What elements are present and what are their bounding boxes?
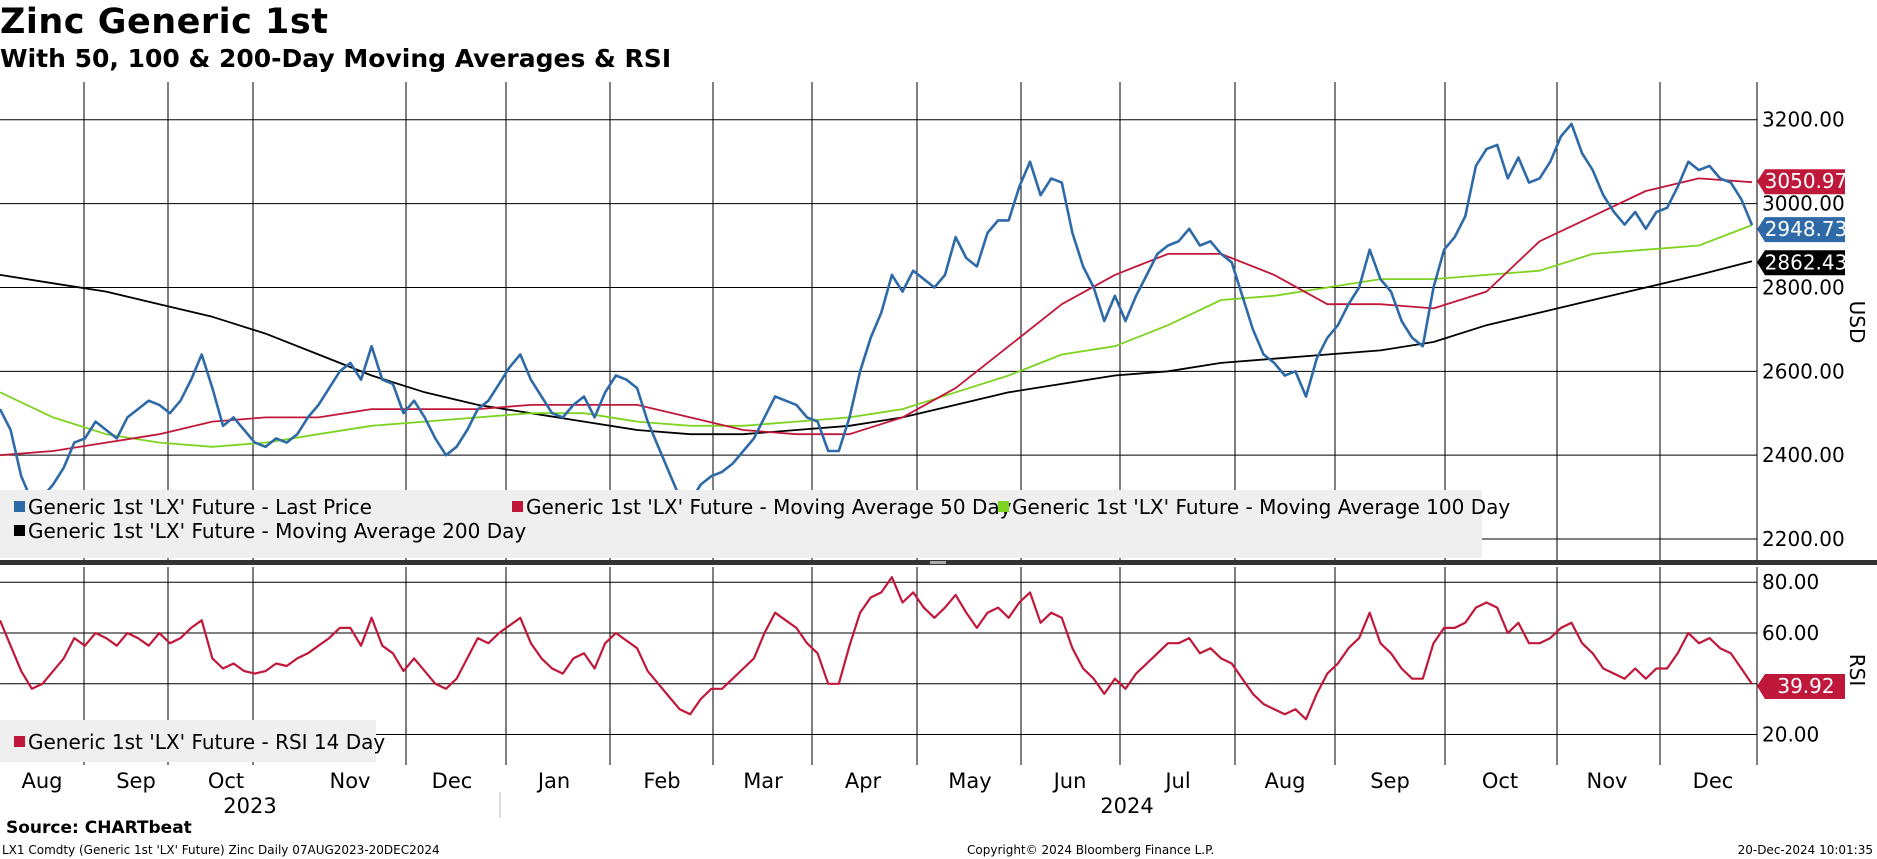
ma50-last-badge-text: 3050.97 bbox=[1765, 169, 1848, 193]
month-label: Jul bbox=[1163, 769, 1190, 793]
last-price-line bbox=[0, 122, 1754, 503]
month-label: Aug bbox=[21, 769, 62, 793]
month-label: Sep bbox=[1370, 769, 1410, 793]
legend-ma200-swatch bbox=[14, 525, 25, 536]
ma50-last-badge bbox=[1757, 169, 1845, 195]
ma50-line bbox=[0, 177, 1753, 457]
chart-title: Zinc Generic 1st bbox=[0, 2, 329, 42]
rsi-axis-unit: RSI bbox=[1845, 654, 1869, 687]
legend-ma50: Generic 1st 'LX' Future - Moving Average… bbox=[526, 495, 1012, 519]
legend-last-price: Generic 1st 'LX' Future - Last Price bbox=[28, 495, 372, 519]
month-label: Sep bbox=[116, 769, 156, 793]
ma200-line bbox=[0, 260, 1753, 436]
legend-ma100-swatch bbox=[998, 501, 1009, 512]
price-tick-label: 2200.00 bbox=[1762, 527, 1845, 551]
price-tick-label: 3000.00 bbox=[1762, 192, 1845, 216]
legend-rsi: Generic 1st 'LX' Future - RSI 14 Day bbox=[28, 730, 385, 754]
price-legend-box bbox=[0, 490, 1482, 558]
panel-divider-handle bbox=[930, 561, 946, 564]
price-tick-label: 2800.00 bbox=[1762, 275, 1845, 299]
footer-timestamp: 20-Dec-2024 10:01:35 bbox=[1737, 843, 1873, 857]
price-axis-unit: USD bbox=[1845, 301, 1869, 344]
ma100-line bbox=[0, 224, 1753, 448]
price-tick-label: 2400.00 bbox=[1762, 443, 1845, 467]
rsi-legend-box bbox=[0, 720, 376, 762]
rsi-last-badge-text: 39.92 bbox=[1777, 674, 1834, 698]
month-label: Nov bbox=[330, 769, 371, 793]
last-price-last-badge-text: 2948.73 bbox=[1765, 217, 1848, 241]
ma200-last-badge-text: 2862.43 bbox=[1765, 250, 1848, 274]
month-label: Mar bbox=[743, 769, 783, 793]
month-label: Nov bbox=[1587, 769, 1628, 793]
year-label: 2024 bbox=[1100, 794, 1153, 818]
legend-ma200: Generic 1st 'LX' Future - Moving Average… bbox=[28, 519, 526, 543]
month-label: Jun bbox=[1052, 769, 1087, 793]
last-price-last-badge bbox=[1757, 217, 1845, 243]
year-label: 2023 bbox=[223, 794, 276, 818]
rsi-tick-label: 60.00 bbox=[1762, 621, 1819, 645]
month-label: Aug bbox=[1264, 769, 1305, 793]
month-label: Oct bbox=[1482, 769, 1518, 793]
source-note: Source: CHARTbeat bbox=[6, 818, 192, 838]
legend-ma50-swatch bbox=[512, 501, 523, 512]
legend-last-price-swatch bbox=[14, 501, 25, 512]
footer-ticker-info: LX1 Comdty (Generic 1st 'LX' Future) Zin… bbox=[2, 843, 440, 857]
chart-subtitle: With 50, 100 & 200-Day Moving Averages &… bbox=[0, 44, 672, 73]
month-label: May bbox=[948, 769, 991, 793]
month-label: Dec bbox=[432, 769, 473, 793]
legend-rsi-swatch bbox=[14, 736, 25, 747]
month-label: Dec bbox=[1693, 769, 1734, 793]
footer-copyright: Copyright© 2024 Bloomberg Finance L.P. bbox=[967, 843, 1215, 857]
month-label: Oct bbox=[208, 769, 244, 793]
month-label: Feb bbox=[643, 769, 680, 793]
rsi-tick-label: 80.00 bbox=[1762, 570, 1819, 594]
price-tick-label: 3200.00 bbox=[1762, 108, 1845, 132]
rsi-line bbox=[0, 576, 1753, 721]
rsi-last-badge bbox=[1757, 673, 1845, 699]
rsi-tick-label: 20.00 bbox=[1762, 723, 1819, 747]
month-label: Apr bbox=[845, 769, 882, 793]
price-tick-label: 2600.00 bbox=[1762, 359, 1845, 383]
month-label: Jan bbox=[536, 769, 570, 793]
ma200-last-badge bbox=[1757, 250, 1845, 276]
legend-ma100: Generic 1st 'LX' Future - Moving Average… bbox=[1012, 495, 1510, 519]
